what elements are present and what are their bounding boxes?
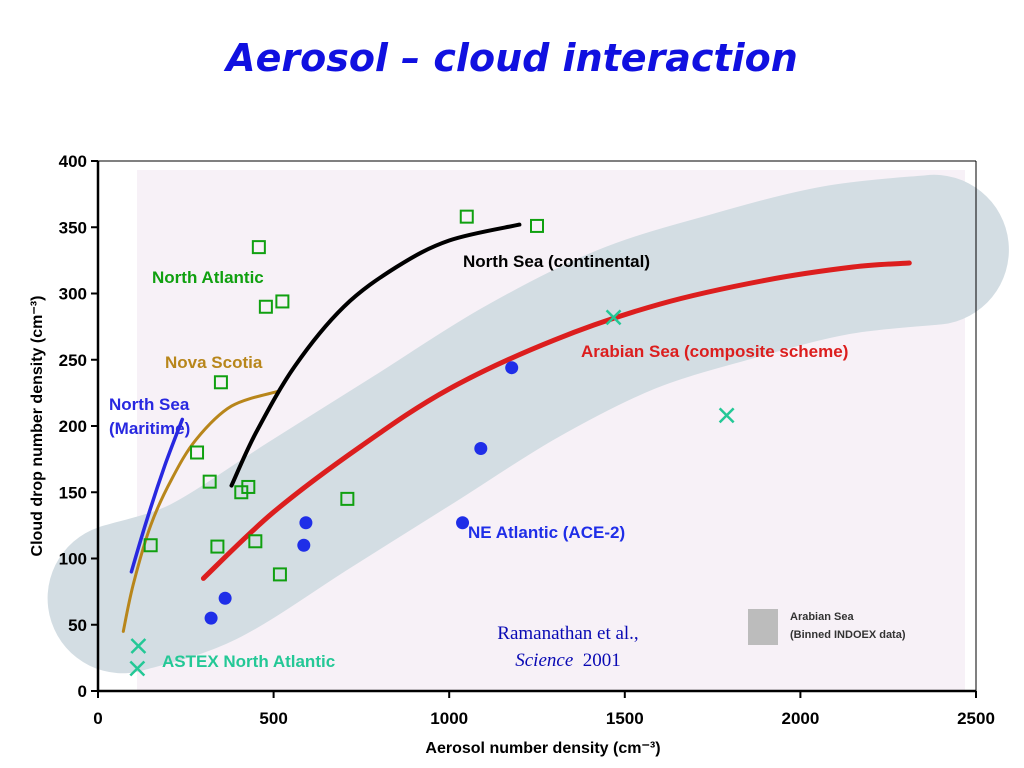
ne-atlantic-circle-point — [204, 611, 218, 625]
citation: Ramanathan et al., Science 2001 — [448, 620, 688, 674]
arabian-sea-curve — [200, 260, 912, 581]
label-north-sea-maritime: North Sea (Maritime) — [109, 395, 194, 438]
legend-swatch — [748, 609, 778, 645]
north-atlantic-square-point — [340, 491, 355, 506]
citation-authors: Ramanathan et al., — [497, 623, 639, 644]
label-nova-scotia: Nova Scotia — [165, 353, 263, 372]
nova-scotia-curve — [121, 390, 279, 633]
binned-data-band — [47, 174, 1009, 674]
x-tick-label: 2500 — [957, 709, 995, 728]
x-axis-label: Aerosol number density (cm⁻³) — [425, 740, 660, 757]
north-atlantic-square-point — [530, 218, 544, 233]
y-tick-label: 400 — [59, 152, 87, 171]
x-tick-label: 1000 — [430, 709, 468, 728]
north-atlantic-square-point — [251, 240, 266, 255]
y-tick-label: 0 — [78, 682, 87, 701]
astex-x-stroke — [605, 309, 622, 326]
y-axis-label: Cloud drop number density (cm⁻³) — [29, 296, 46, 557]
y-tick-label: 250 — [59, 351, 87, 370]
y-tick-label: 200 — [59, 417, 87, 436]
citation-year: 2001 — [582, 650, 621, 671]
y-tick-label: 100 — [59, 550, 87, 569]
astex-x-stroke — [718, 407, 735, 424]
ne-atlantic-circle-point — [505, 361, 519, 375]
x-tick-label: 2000 — [781, 709, 819, 728]
y-tick-label: 150 — [59, 483, 87, 502]
north-atlantic-square-point — [275, 294, 290, 309]
ne-atlantic-circle-point — [299, 516, 313, 530]
citation-source: Science 2001 — [448, 647, 688, 674]
north-atlantic-square-point — [202, 474, 217, 489]
north-sea-maritime-curve — [129, 417, 185, 574]
legend-line2: (Binned INDOEX data) — [790, 629, 906, 641]
north-atlantic-square-point — [210, 539, 225, 554]
label-ne-atlantic: NE Atlantic (ACE-2) — [468, 523, 625, 542]
north-sea-maritime-line1: North Sea — [109, 395, 190, 414]
label-north-sea-continental: North Sea (continental) — [463, 252, 650, 271]
x-tick-label: 0 — [93, 709, 102, 728]
north-atlantic-square-point — [248, 534, 263, 549]
ne-atlantic-circle-point — [218, 591, 232, 605]
label-astex: ASTEX North Atlantic — [162, 652, 335, 671]
astex-x-point — [130, 638, 147, 654]
north-atlantic-square-point — [258, 299, 273, 314]
series-layer — [121, 209, 912, 677]
x-tick-label: 500 — [259, 709, 287, 728]
north-atlantic-square-point — [143, 538, 158, 553]
citation-journal: Science — [515, 650, 574, 671]
slide-title: Aerosol – cloud interaction — [226, 36, 798, 80]
astex-x-stroke — [129, 660, 146, 677]
y-tick-label: 300 — [59, 285, 87, 304]
astex-x-point — [605, 309, 622, 326]
north-sea-maritime-line2: (Maritime) — [109, 419, 190, 438]
label-north-atlantic: North Atlantic — [152, 268, 264, 287]
x-tick-label: 1500 — [606, 709, 644, 728]
ne-atlantic-circle-point — [456, 516, 470, 530]
tick-layer: 0 500 1000 1500 2000 2500 0 50 100 150 200 250 300 35… — [59, 152, 995, 728]
astex-x-stroke — [130, 638, 147, 654]
astex-x-point — [718, 407, 735, 424]
ne-atlantic-circle-point — [297, 538, 311, 552]
astex-x-point — [129, 660, 146, 677]
north-atlantic-square-point — [272, 567, 287, 582]
label-arabian-sea: Arabian Sea (composite scheme) — [581, 342, 848, 361]
north-sea-continental-curve — [229, 222, 522, 488]
legend-line1: Arabian Sea — [790, 611, 854, 623]
north-atlantic-square-point — [190, 445, 205, 460]
north-atlantic-square-point — [459, 209, 474, 224]
ne-atlantic-circle-point — [474, 442, 488, 456]
y-tick-label: 350 — [59, 218, 87, 237]
north-atlantic-square-point — [234, 485, 249, 500]
y-tick-label: 50 — [68, 616, 87, 635]
north-atlantic-square-point — [213, 375, 228, 390]
